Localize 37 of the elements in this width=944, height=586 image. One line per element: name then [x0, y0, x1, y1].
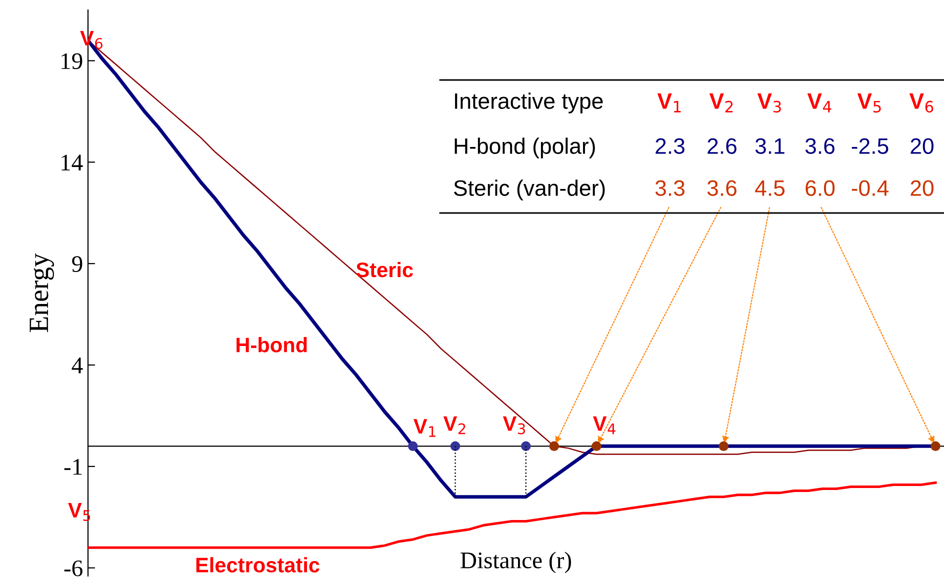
annotation: V$_{2}$ [709, 93, 733, 112]
annotation: 20 [910, 138, 934, 154]
annotation: V$_{1}$ [414, 419, 436, 437]
annotation: Interactive type [455, 92, 603, 114]
annotation: 2.3 [656, 138, 684, 154]
y-tick-label: -6 [64, 560, 82, 576]
y-tick-label: -1 [64, 459, 82, 475]
annotation: H-bond (polar) [454, 138, 595, 158]
x-axis-title: Distance (r) [460, 552, 572, 574]
annotation: -2.5 [852, 138, 888, 154]
annotation: 3.3 [655, 180, 684, 196]
annotation: 4.5 [755, 180, 785, 196]
annotation: 3.6 [707, 180, 736, 196]
annotation: V$_{1}$ [657, 93, 681, 112]
annotation: 3.6 [805, 138, 834, 154]
annotation: V$_{5}$ [857, 93, 881, 113]
annotation: V$_{4}$ [807, 93, 832, 112]
annotation: V$_{3}$ [502, 416, 525, 434]
series-label: Electrostatic [196, 557, 320, 572]
line-series [88, 481, 937, 549]
annotation: V$_{3}$ [757, 93, 781, 113]
annotation: 20 [910, 180, 934, 196]
annotation: 3.1 [755, 138, 784, 154]
annotation: V$_{2}$ [443, 416, 466, 434]
y-tick-label: 4 [72, 358, 83, 374]
annotation: V$_{6}$ [909, 93, 934, 113]
y-axis-title: Energy [30, 253, 54, 332]
annotation: -0.4 [852, 180, 888, 196]
annotation: 2.6 [708, 138, 736, 154]
series-label: H-bond [236, 337, 307, 352]
y-tick-label: 19 [62, 53, 82, 70]
annotation: 6.0 [806, 180, 835, 196]
y-tick-label: 14 [62, 154, 83, 170]
y-tick-label: 9 [72, 256, 82, 272]
annotation: V$_{4}$ [593, 416, 616, 434]
annotation: Steric (van-der) [454, 180, 605, 200]
series-label: Steric [356, 262, 413, 278]
